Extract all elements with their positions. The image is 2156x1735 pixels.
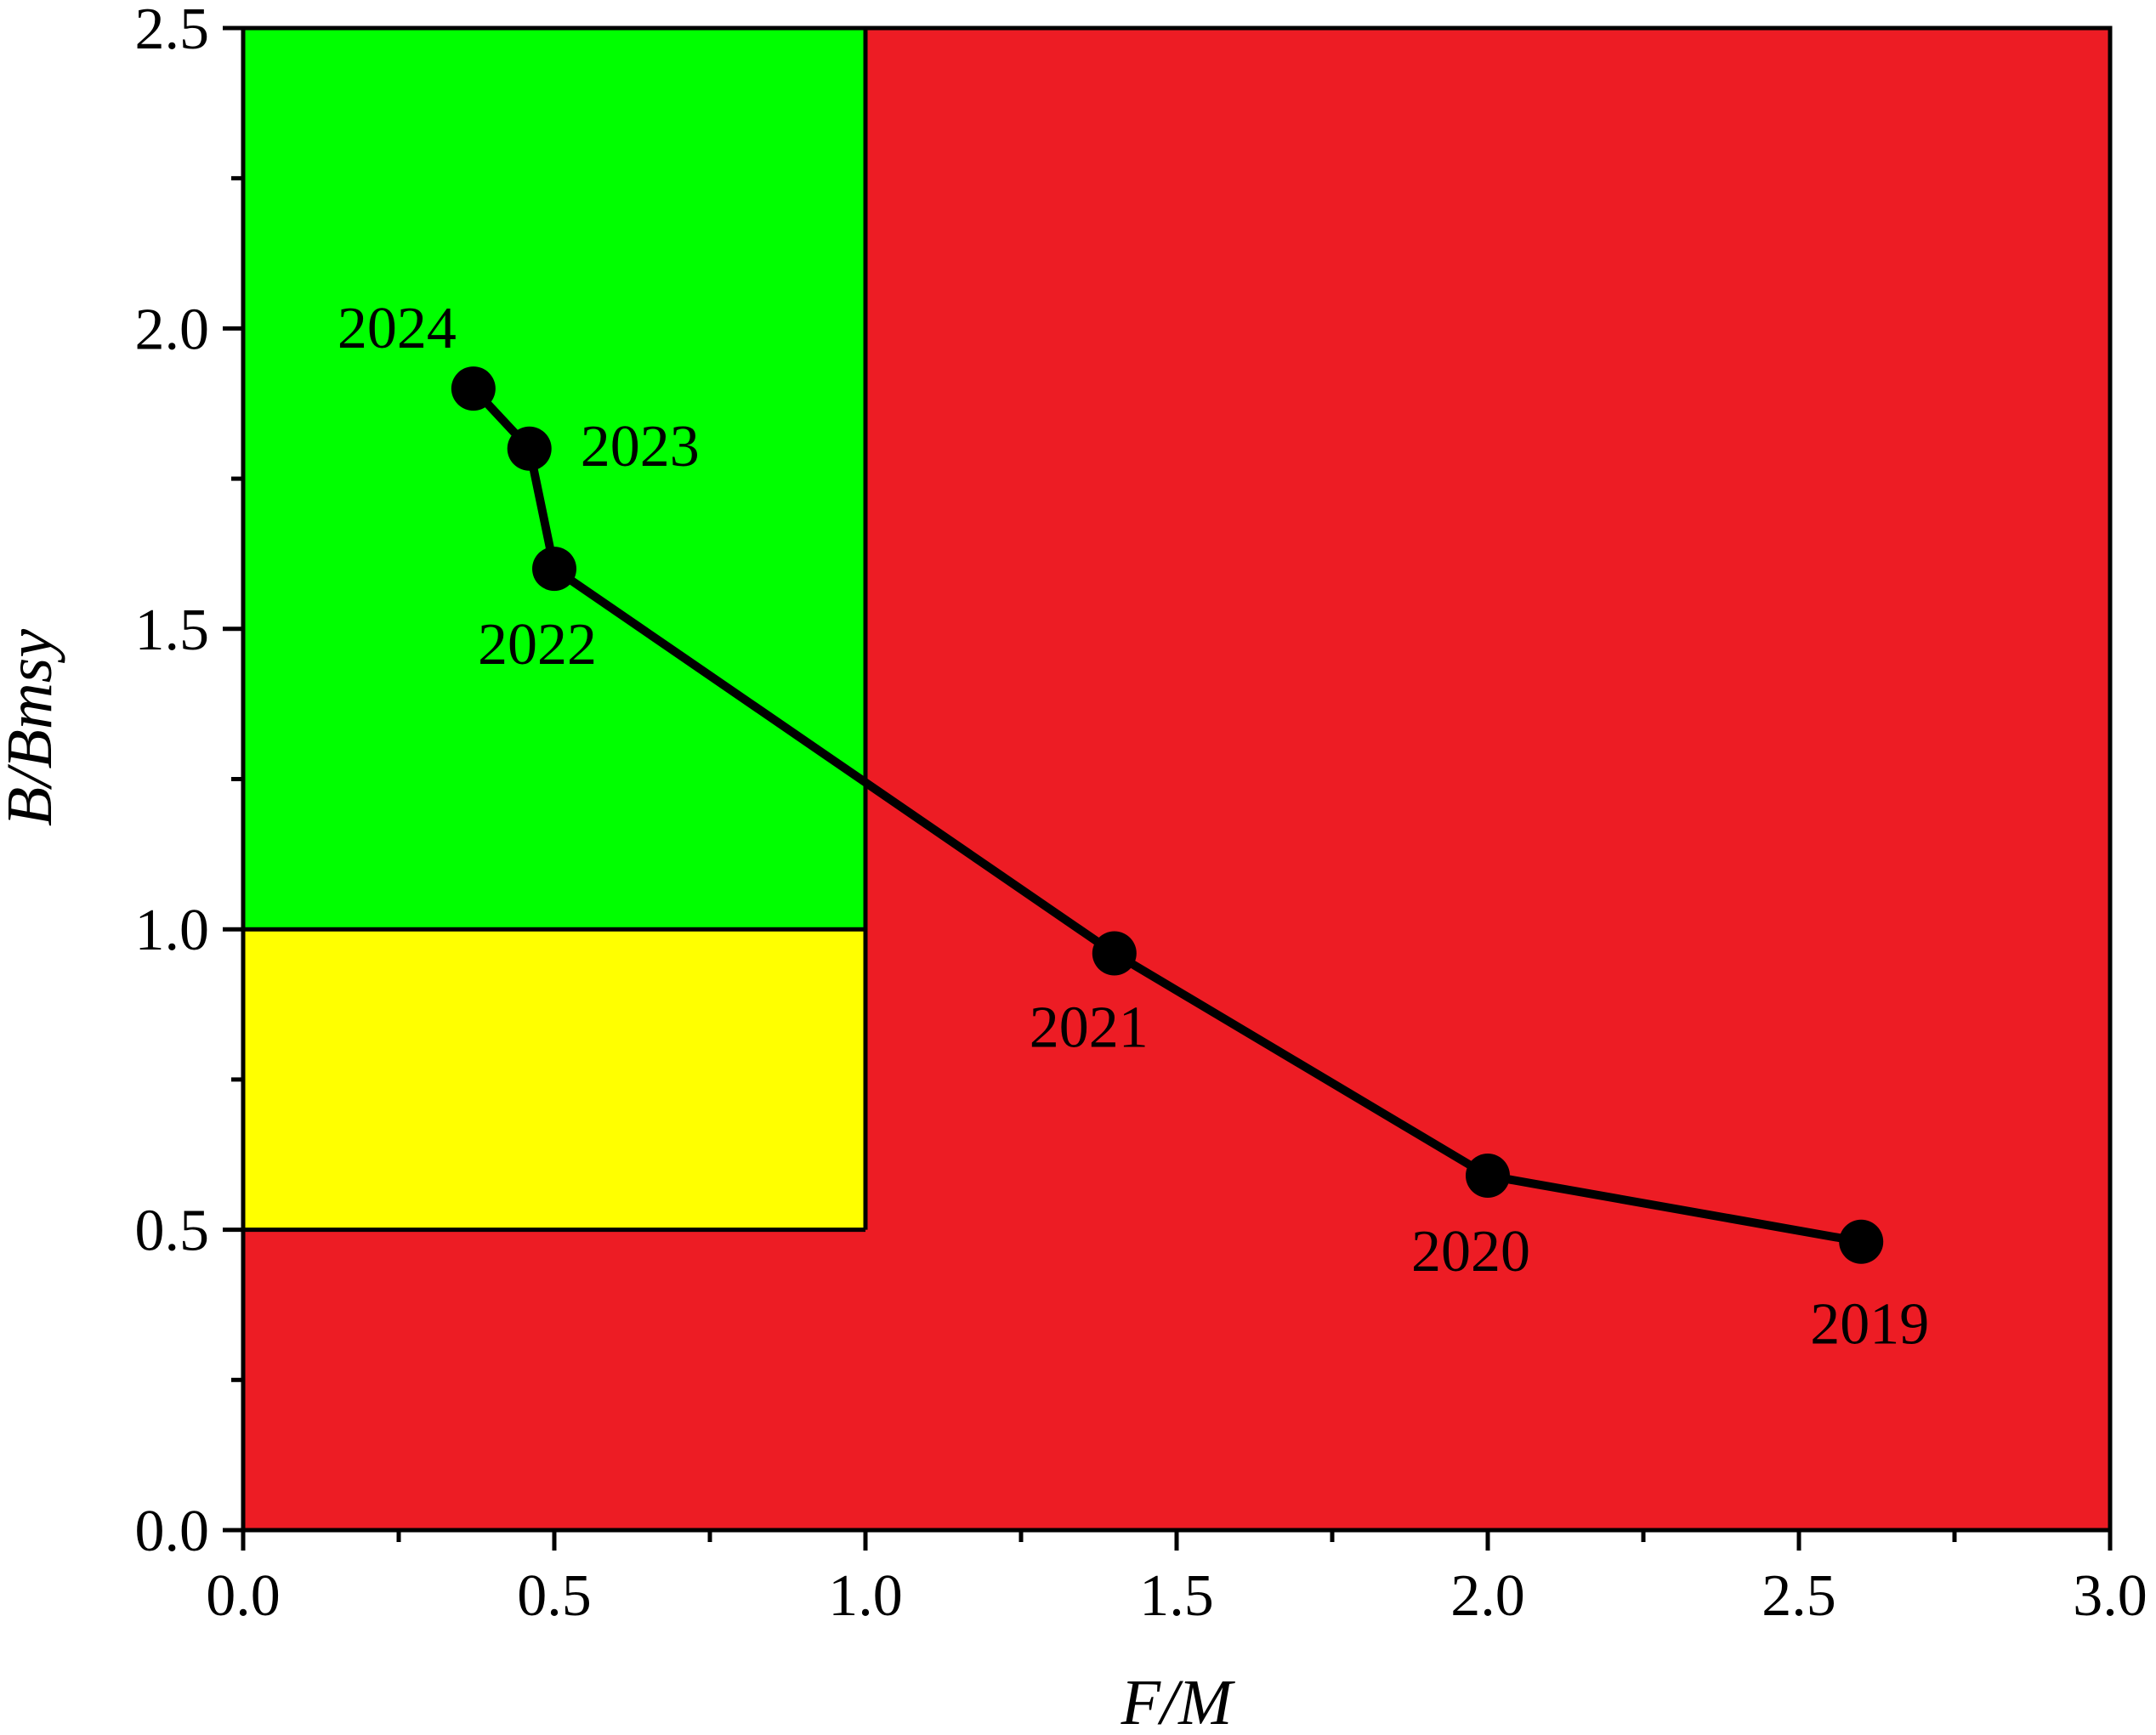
year-label-2022: 2022: [478, 612, 597, 678]
year-labels: 2019 2020 2021 2022 2023 2024: [338, 296, 1929, 1358]
axes: 0.0 0.5 1.0 1.5 2.0 2.5 3.0 0.0 0.5 1.0 1.5 2.0 2.5: [135, 0, 2147, 1629]
yellow-zone: [243, 929, 865, 1230]
year-label-2020: 2020: [1411, 1219, 1530, 1284]
x-tick-label: 2.0: [1450, 1563, 1525, 1629]
zone-borders: [243, 28, 868, 1233]
point-2020: [1466, 1153, 1510, 1198]
point-2023: [507, 426, 552, 471]
year-label-2021: 2021: [1030, 995, 1149, 1060]
x-tick-label: 0.5: [517, 1563, 592, 1629]
point-2024: [451, 366, 496, 411]
x-tick-label: 2.5: [1762, 1563, 1836, 1629]
y-tick-label: 1.5: [135, 598, 210, 663]
y-tick-label: 0.5: [135, 1199, 210, 1264]
y-tick-label: 2.0: [135, 297, 210, 362]
y-tick-label: 1.0: [135, 898, 210, 963]
green-zone: [243, 28, 865, 930]
point-2021: [1092, 931, 1137, 976]
point-2019: [1839, 1219, 1884, 1264]
x-axis-title: F/M: [1121, 1667, 1236, 1735]
y-axis-title: B/Bmsy: [0, 629, 65, 826]
point-2022: [532, 547, 576, 592]
y-tick-label: 0.0: [135, 1499, 210, 1564]
year-label-2023: 2023: [581, 414, 700, 479]
year-label-2019: 2019: [1810, 1292, 1929, 1358]
x-tick-label: 1.5: [1139, 1563, 1214, 1629]
x-tick-label: 3.0: [2073, 1563, 2147, 1629]
status-zones: [243, 28, 2110, 1530]
x-tick-label: 1.0: [828, 1563, 903, 1629]
trajectory-series: [451, 366, 1884, 1264]
x-tick-label: 0.0: [206, 1563, 281, 1629]
y-tick-label: 2.5: [135, 0, 210, 62]
year-label-2024: 2024: [338, 296, 457, 361]
